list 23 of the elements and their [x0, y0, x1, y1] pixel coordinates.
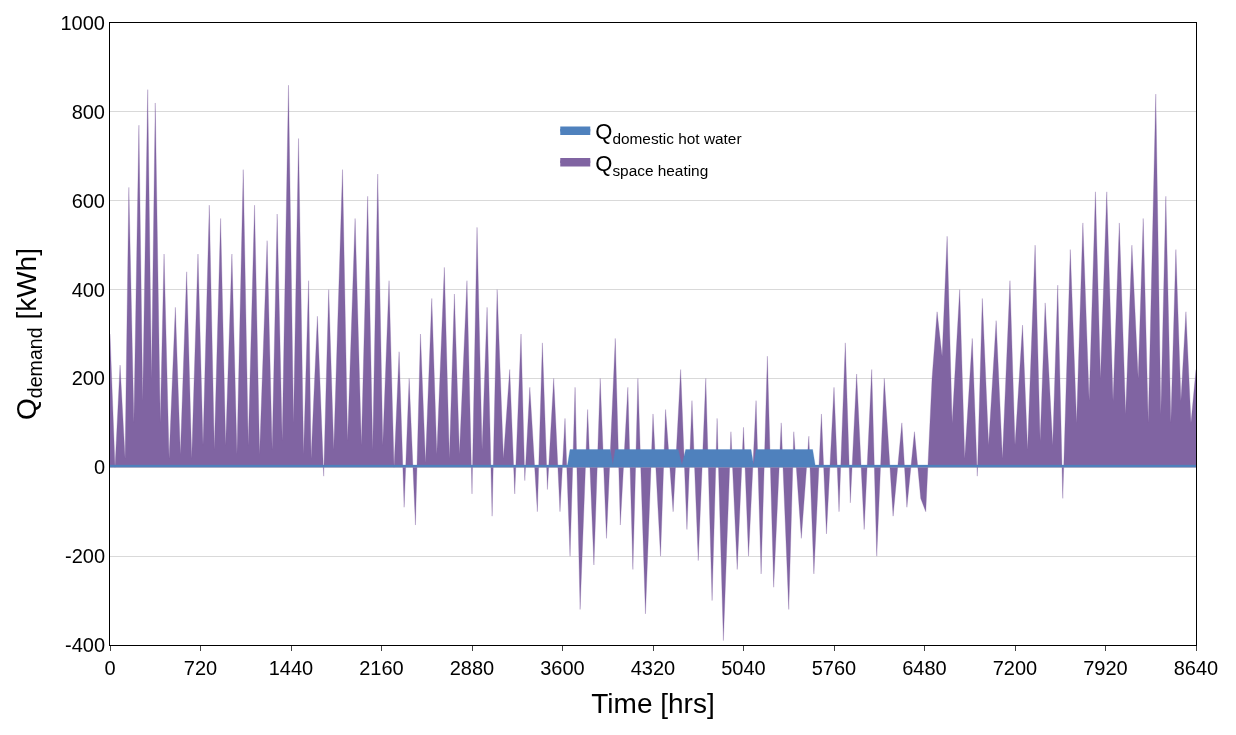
x-tick-label: 5760 — [811, 657, 857, 679]
y-tick-label: -400 — [64, 634, 105, 656]
x-tick-label: 7200 — [992, 657, 1038, 679]
x-axis-title: Time [hrs] — [591, 688, 715, 720]
y-tick-label: -200 — [64, 545, 105, 568]
y-tick-label: 200 — [71, 367, 105, 390]
x-tick-label: 1440 — [268, 657, 314, 679]
x-tick-label: 2880 — [449, 657, 495, 679]
legend-label: Q$_{domestic hot water}$ — [595, 119, 742, 148]
x-tick-label: 3600 — [540, 657, 585, 679]
x-tick-label: 6480 — [902, 657, 947, 679]
y-tick-label: 0 — [93, 456, 105, 479]
y-tick-label: 400 — [71, 278, 105, 301]
x-tick-label: 720 — [183, 657, 218, 679]
y-tick-label: 600 — [71, 189, 105, 212]
x-tick-label: 5040 — [721, 657, 766, 679]
x-tick-label: 7920 — [1083, 657, 1128, 679]
x-tick-label: 8640 — [1173, 657, 1219, 679]
legend-label: Q$_{space heating}$ — [595, 151, 709, 179]
y-tick-label: 800 — [71, 100, 105, 123]
y-tick-label: 1000 — [60, 12, 105, 34]
x-tick-label: 4320 — [630, 657, 676, 679]
x-tick-label: 2160 — [359, 657, 404, 679]
